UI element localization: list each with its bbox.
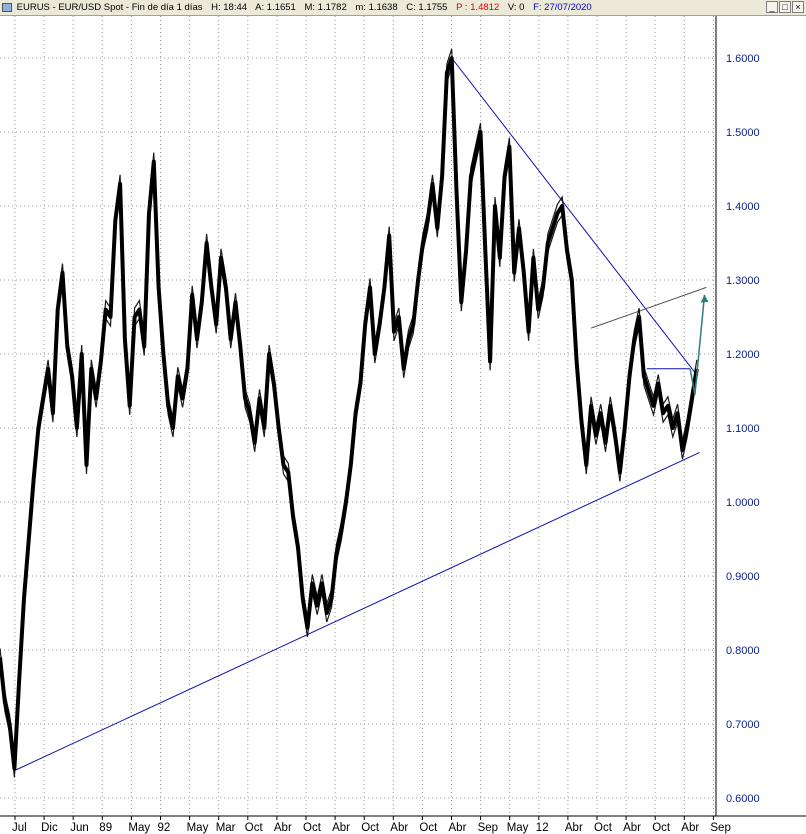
x-tick-label: Jul: [12, 822, 27, 834]
pred-value: P : 1.4812: [456, 2, 500, 13]
x-tick-label: Sep: [478, 822, 498, 834]
high-value: M: 1.1782: [304, 2, 347, 13]
open-value: A: 1.1651: [255, 2, 296, 13]
projection-line: [689, 294, 706, 395]
maximize-icon[interactable]: □: [779, 1, 791, 13]
y-tick-label: 0.8000: [726, 645, 760, 657]
x-tick-label: Abr: [681, 822, 699, 834]
y-tick-label: 1.5000: [726, 127, 760, 139]
x-tick-label: Abr: [274, 822, 292, 834]
trendline: [451, 57, 699, 377]
x-tick-label: 12: [536, 822, 549, 834]
x-tick-label: 92: [158, 822, 171, 834]
x-tick-label: 89: [99, 822, 112, 834]
x-tick-label: Abr: [332, 822, 350, 834]
x-tick-label: May: [507, 822, 529, 834]
y-tick-label: 1.1000: [726, 423, 760, 435]
price-chart[interactable]: 1.6000 1.5000 1.4000 1.3000 1.2000 1.1000 1.00…: [0, 16, 806, 834]
x-tick-label: Oct: [594, 822, 613, 834]
low-value: m: 1.1638: [355, 2, 398, 13]
volume-value: V: 0: [507, 2, 525, 13]
price-series-low-band: [0, 66, 698, 778]
y-tick-label: 1.3000: [726, 275, 760, 287]
x-tick-label: Dic: [41, 822, 58, 834]
x-tick-label: Oct: [245, 822, 264, 834]
minimize-icon[interactable]: _: [766, 1, 778, 13]
x-tick-label: Abr: [565, 822, 583, 834]
x-tick-label: Oct: [419, 822, 438, 834]
y-tick-label: 0.7000: [726, 719, 760, 731]
trendline: [14, 451, 700, 772]
y-tick-label: 0.6000: [726, 793, 760, 805]
x-tick-label: May: [128, 822, 150, 834]
symbol-label: EURUS - EUR/USD Spot - Fin de día 1 días: [16, 2, 203, 13]
projection-arrowhead: [700, 294, 709, 303]
y-tick-label: 1.4000: [726, 201, 760, 213]
y-tick-label: 1.2000: [726, 349, 760, 361]
chart-title-bar: EURUS - EUR/USD Spot - Fin de día 1 días…: [0, 0, 806, 16]
window-menu-icon[interactable]: [2, 3, 12, 12]
x-tick-label: Abr: [390, 822, 408, 834]
close-icon[interactable]: ×: [792, 1, 804, 13]
price-series-line: [0, 56, 699, 771]
date-value: F: 27/07/2020: [533, 2, 592, 13]
trendline: [590, 286, 707, 329]
hour-value: H: 18:44: [211, 2, 248, 13]
x-tick-label: Oct: [652, 822, 671, 834]
y-tick-label: 1.0000: [726, 497, 760, 509]
x-tick-label: May: [187, 822, 209, 834]
x-tick-label: Oct: [361, 822, 380, 834]
x-tick-label: Sep: [710, 822, 730, 834]
x-tick-label: Abr: [623, 822, 641, 834]
y-tick-label: 1.6000: [726, 53, 760, 65]
x-tick-label: Oct: [303, 822, 322, 834]
y-tick-label: 0.9000: [726, 571, 760, 583]
x-tick-label: Abr: [449, 822, 467, 834]
close-value: C: 1.1755: [406, 2, 448, 13]
x-tick-label: Jun: [70, 822, 89, 834]
price-series-high-band: [0, 48, 698, 760]
x-tick-label: Mar: [216, 822, 236, 834]
